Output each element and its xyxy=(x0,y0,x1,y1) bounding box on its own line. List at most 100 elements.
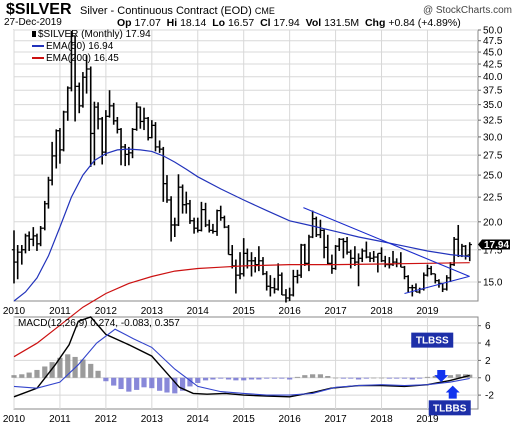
price-x-tick-label: 2018 xyxy=(370,306,393,317)
ohlc-bar xyxy=(72,35,78,122)
macd-histogram-bar xyxy=(49,362,55,378)
price-y-tick-label: 32.5 xyxy=(483,116,503,127)
close-label: Cl xyxy=(260,17,271,29)
copyright-label: @ StockCharts.com xyxy=(422,5,512,16)
ohlc-bar xyxy=(107,90,112,118)
ohlc-bar xyxy=(49,141,55,186)
price-y-tick-label: 47.5 xyxy=(483,36,503,47)
macd-histogram-bar xyxy=(218,377,224,379)
price-y-tick-label: 42.5 xyxy=(483,60,503,71)
macd-histogram-bar xyxy=(118,377,124,390)
high-value: 18.14 xyxy=(180,17,207,29)
macd-histogram-bar xyxy=(195,377,201,383)
macd-histogram-bar xyxy=(279,377,285,379)
ohlc-bar xyxy=(291,269,296,297)
macd-histogram-bar xyxy=(294,376,301,378)
macd-histogram-bar xyxy=(271,377,278,379)
macd-histogram-bar xyxy=(42,366,48,378)
price-y-tick-label: 27.5 xyxy=(483,151,503,162)
macd-histogram-bar xyxy=(57,357,63,378)
macd-histogram-bar xyxy=(248,377,255,380)
price-y-tick-label: 35.0 xyxy=(483,100,503,111)
open-value: 17.07 xyxy=(134,17,161,29)
macd-x-tick-label: 2016 xyxy=(279,414,302,425)
ohlc-bar xyxy=(428,265,434,276)
ohlc-bar xyxy=(84,55,89,94)
price-x-tick-label: 2012 xyxy=(95,306,118,317)
macd-histogram-bar xyxy=(378,377,385,379)
macd-histogram-bar xyxy=(126,377,132,392)
change-label: Chg xyxy=(364,17,386,29)
price-panel-frame xyxy=(13,29,479,302)
macd-histogram-bar xyxy=(348,377,354,379)
price-y-tick-label: 25.0 xyxy=(483,171,503,182)
legend-ema50-label: EMA(50) 16.94 xyxy=(46,41,114,52)
macd-histogram-bar xyxy=(103,377,109,382)
macd-histogram-bar xyxy=(264,377,270,379)
ohlc-bar xyxy=(405,275,411,293)
macd-x-tick-label: 2014 xyxy=(187,414,210,425)
macd-histogram-bar xyxy=(310,374,316,378)
price-y-tick-label: 45.0 xyxy=(483,48,503,59)
price-y-tick-label: 40.0 xyxy=(483,72,503,83)
macd-y-tick-label: 4 xyxy=(485,339,491,350)
macd-histogram-bar xyxy=(409,377,415,380)
macd-histogram-bar xyxy=(371,377,377,379)
macd-histogram-bar xyxy=(432,376,438,378)
macd-y-tick-label: 0 xyxy=(485,373,491,384)
ohlc-bar xyxy=(95,102,101,130)
macd-y-tick-label: 2 xyxy=(485,356,491,367)
macd-histogram-bar xyxy=(455,374,461,378)
macd-x-tick-label: 2019 xyxy=(416,414,439,425)
macd-histogram-bar xyxy=(19,374,25,378)
tlbss-label: TLBSS xyxy=(416,336,449,347)
macd-histogram-bar xyxy=(202,377,209,381)
ohlc-bar xyxy=(360,248,365,263)
legend-price-label: $SILVER (Monthly) 17.94 xyxy=(38,29,151,40)
macd-histogram-bar xyxy=(355,377,362,380)
macd-histogram-bar xyxy=(34,369,40,378)
price-y-tick-label: 15.0 xyxy=(483,278,503,289)
price-y-tick-label: 30.0 xyxy=(483,132,503,143)
macd-histogram-bar xyxy=(447,375,454,378)
exchange-label: CME xyxy=(254,6,275,16)
macd-histogram-bar xyxy=(467,374,473,378)
ohlc-bar xyxy=(268,275,273,297)
ohlc-bar xyxy=(256,246,262,272)
ema50-line-icon xyxy=(32,45,44,48)
macd-histogram-bar xyxy=(95,370,101,378)
legend-ema200: EMA(200) 16.45 xyxy=(32,53,119,64)
macd-histogram-bar xyxy=(394,377,400,379)
quote-date: 27-Dec-2019 xyxy=(4,17,62,28)
macd-histogram-bar xyxy=(80,359,86,378)
price-x-tick-label: 2019 xyxy=(416,306,439,317)
macd-histogram-bar xyxy=(26,372,32,378)
macd-histogram-bar xyxy=(141,377,147,388)
macd-histogram-bar xyxy=(325,376,331,378)
ohlc-readout: Op 17.07 Hi 18.14 Lo 16.57 Cl 17.94 Vol … xyxy=(117,17,461,29)
macd-histogram-bar xyxy=(134,377,140,390)
macd-histogram-bar xyxy=(164,377,170,393)
ohlc-bar xyxy=(451,236,457,266)
contract-name: Silver - Continuous Contract (EOD) CME xyxy=(80,5,275,17)
legend-price: $SILVER (Monthly) 17.94 xyxy=(32,29,151,40)
macd-histogram-bar xyxy=(65,354,71,378)
macd-histogram-bar xyxy=(149,377,155,389)
price-y-tick-label: 37.5 xyxy=(483,86,503,97)
ohlc-bar xyxy=(153,122,158,152)
ohlc-bar xyxy=(164,175,170,203)
ema200-line-icon xyxy=(32,57,44,60)
macd-y-tick-label: -2 xyxy=(485,391,494,402)
macd-histogram-bar xyxy=(241,377,247,381)
legend-ema50: EMA(50) 16.94 xyxy=(32,41,113,52)
macd-x-tick-label: 2011 xyxy=(49,414,71,425)
ohlc-bar xyxy=(199,201,204,232)
open-label: Op xyxy=(117,17,132,29)
close-value: 17.94 xyxy=(273,17,300,29)
macd-line xyxy=(13,316,470,398)
change-value: +0.84 (+4.89%) xyxy=(388,17,461,29)
ohlc-bar xyxy=(467,242,472,262)
macd-histogram-bar xyxy=(340,377,346,379)
high-label: Hi xyxy=(166,17,178,29)
